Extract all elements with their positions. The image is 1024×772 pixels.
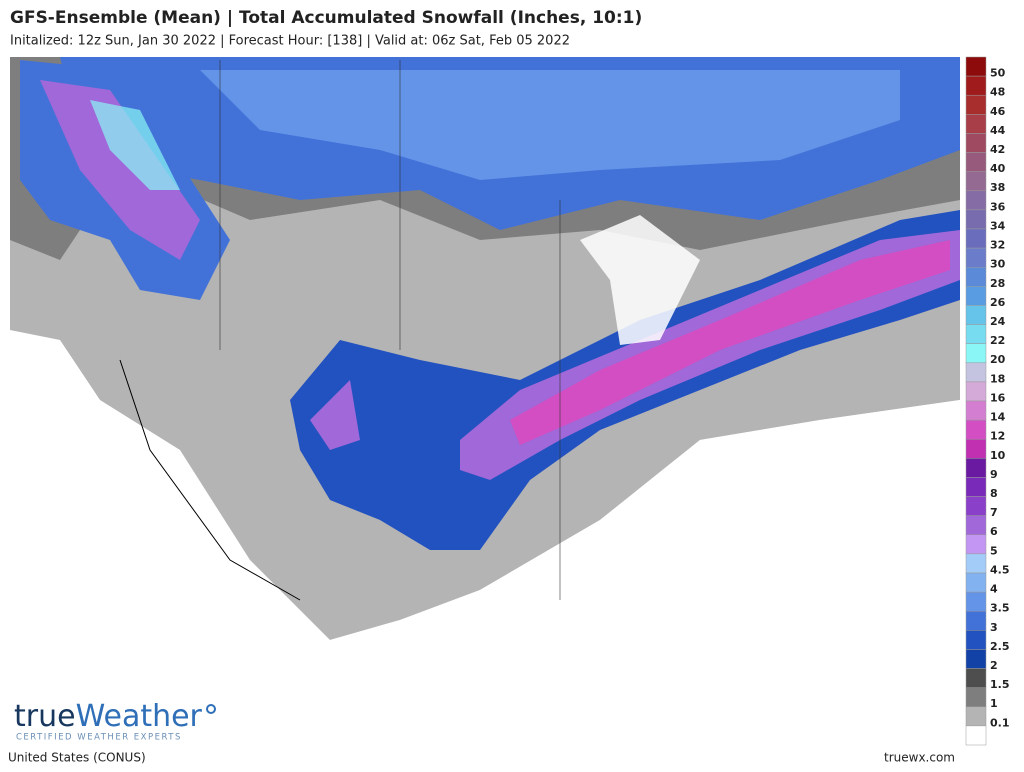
legend-label: 7 (990, 506, 998, 519)
legend-swatch (965, 572, 987, 593)
legend-label: 6 (990, 525, 998, 538)
legend-swatch (965, 687, 987, 708)
legend-swatch (965, 553, 987, 574)
title: GFS-Ensemble (Mean) | Total Accumulated … (10, 8, 642, 28)
legend-label: 48 (990, 86, 1005, 99)
legend-swatch (965, 75, 987, 96)
legend-swatch (965, 668, 987, 688)
legend-label: 36 (990, 200, 1006, 213)
legend-label: 5 (990, 544, 998, 557)
legend-label: 3 (990, 621, 998, 634)
legend-swatch (965, 362, 987, 383)
legend-swatch (965, 496, 987, 516)
legend-label: 38 (990, 181, 1005, 194)
legend-swatch (965, 649, 987, 669)
legend-swatch (965, 458, 987, 478)
logo-icon (206, 704, 216, 714)
legend-swatch (965, 343, 987, 364)
legend-label: 2 (990, 659, 998, 672)
legend-label: 9 (990, 468, 998, 481)
legend-swatch (965, 209, 987, 230)
legend-swatch (965, 190, 987, 211)
legend-swatch (965, 305, 987, 325)
footer-region: United States (CONUS) (8, 751, 146, 765)
legend-label: 42 (990, 143, 1005, 156)
legend-label: 10 (990, 449, 1006, 462)
legend-label: 18 (990, 372, 1005, 385)
legend-swatch (965, 286, 987, 306)
legend-label: 44 (990, 124, 1006, 137)
legend-label: 1.5 (990, 678, 1010, 691)
legend-swatch (965, 725, 987, 746)
legend-label: 8 (990, 487, 998, 500)
legend-swatch (965, 152, 987, 172)
legend-label: 3.5 (990, 602, 1010, 615)
legend-swatch (965, 171, 987, 192)
legend-swatch (965, 133, 987, 153)
legend-swatch (965, 419, 987, 440)
legend-swatch (965, 630, 987, 650)
legend-swatch (965, 438, 987, 459)
legend-swatch (965, 247, 987, 268)
legend-swatch (965, 94, 987, 115)
legend-swatch (965, 706, 987, 727)
subtitle: Initalized: 12z Sun, Jan 30 2022 | Forec… (10, 34, 570, 49)
logo-part: Weather (76, 699, 203, 734)
legend-swatch (965, 515, 987, 536)
legend-swatch (965, 381, 987, 402)
legend-label: 28 (990, 277, 1005, 290)
legend-swatch (965, 228, 987, 249)
legend-label: 30 (990, 258, 1006, 271)
legend-swatch (965, 266, 987, 287)
logo-tagline: CERTIFIED WEATHER EXPERTS (16, 733, 182, 743)
footer-site: truewx.com (884, 751, 955, 765)
legend-label: 26 (990, 296, 1006, 309)
legend-swatch (965, 477, 987, 497)
legend: 5048464442403836343230282624222018161412… (965, 56, 1010, 746)
legend-label: 34 (990, 219, 1006, 232)
legend-label: 16 (990, 391, 1006, 404)
legend-swatch (965, 610, 987, 631)
logo-part: true (14, 699, 76, 734)
legend-label: 1 (990, 697, 998, 710)
legend-label: 4.5 (990, 563, 1010, 576)
legend-swatch (965, 324, 987, 344)
legend-label: 4 (990, 583, 998, 596)
legend-swatch (965, 591, 987, 612)
legend-swatch (965, 534, 987, 555)
legend-label: 20 (990, 353, 1006, 366)
legend-swatch (965, 114, 987, 134)
legend-label: 0.1 (990, 716, 1010, 729)
legend-label: 2.5 (990, 640, 1010, 653)
legend-swatch (965, 400, 987, 421)
legend-label: 46 (990, 105, 1006, 118)
legend-label: 50 (990, 67, 1006, 80)
legend-label: 40 (990, 162, 1006, 175)
logo: trueWeather (14, 699, 203, 734)
legend-label: 24 (990, 315, 1006, 328)
legend-swatch (965, 56, 987, 77)
legend-label: 32 (990, 239, 1005, 252)
legend-label: 12 (990, 430, 1005, 443)
legend-label: 14 (990, 411, 1006, 424)
map (10, 57, 960, 745)
legend-label: 22 (990, 334, 1005, 347)
